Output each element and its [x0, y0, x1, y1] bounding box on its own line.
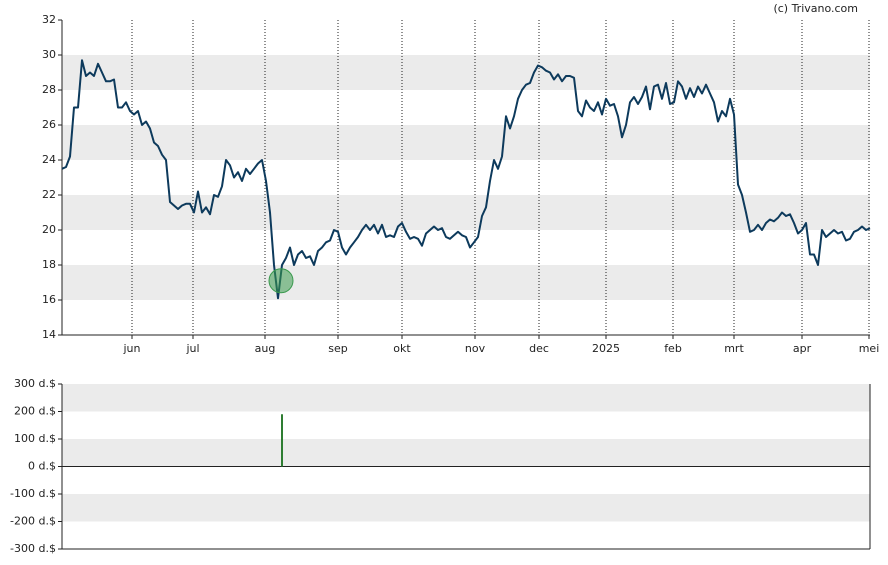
x-tick-label: aug — [255, 342, 276, 355]
band — [62, 265, 870, 300]
y-tick-label: 22 — [42, 188, 56, 201]
x-tick-label: mrt — [724, 342, 744, 355]
y-tick-label: -100 d.$ — [10, 487, 56, 500]
y-tick-label: 0 d.$ — [28, 460, 56, 473]
y-tick-label: 14 — [42, 328, 56, 341]
y-tick-label: 200 d.$ — [14, 405, 56, 418]
x-tick-label: 2025 — [592, 342, 620, 355]
x-tick-label: sep — [328, 342, 347, 355]
band — [62, 125, 870, 160]
band — [62, 55, 870, 90]
x-tick-label: mei — [859, 342, 880, 355]
y-tick-label: 28 — [42, 83, 56, 96]
y-tick-label: 18 — [42, 258, 56, 271]
x-tick-label: apr — [793, 342, 812, 355]
x-tick-label: jun — [123, 342, 141, 355]
band — [62, 439, 870, 467]
y-tick-label: -200 d.$ — [10, 515, 56, 528]
trade-bar — [281, 414, 283, 467]
trade-marker — [268, 268, 294, 294]
x-tick-label: jul — [185, 342, 199, 355]
x-tick-label: nov — [465, 342, 486, 355]
band — [62, 384, 870, 412]
y-tick-label: 30 — [42, 48, 56, 61]
y-tick-label: 32 — [42, 13, 56, 26]
price-line — [61, 59, 871, 300]
y-tick-label: 16 — [42, 293, 56, 306]
y-tick-label: 24 — [42, 153, 56, 166]
y-tick-label: 20 — [42, 223, 56, 236]
x-tick-label: dec — [529, 342, 549, 355]
x-tick-label: feb — [664, 342, 682, 355]
y-tick-label: 300 d.$ — [14, 377, 56, 390]
source-credit: (c) Trivano.com — [773, 2, 858, 15]
x-tick-label: okt — [393, 342, 411, 355]
y-tick-label: 100 d.$ — [14, 432, 56, 445]
y-tick-label: 26 — [42, 118, 56, 131]
band — [62, 494, 870, 522]
y-tick-label: -300 d.$ — [10, 542, 56, 555]
